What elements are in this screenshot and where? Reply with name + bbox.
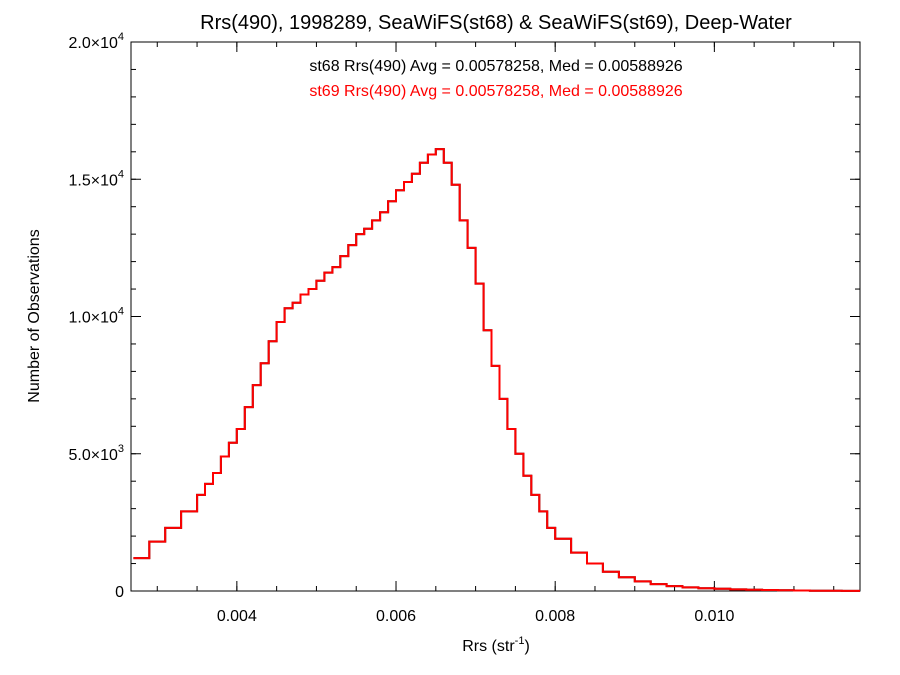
y-tick-label: 0 <box>115 584 124 601</box>
x-tick-label: 0.006 <box>376 608 416 625</box>
x-axis-label: Rrs (str-1) <box>462 635 530 655</box>
annotation-st68: st68 Rrs(490) Avg = 0.00578258, Med = 0.… <box>309 58 682 75</box>
axis-ticks: 0.004 0.006 0.008 0.010 0 5.0×103 1.0×104 1.5×1… <box>68 31 860 625</box>
y-tick-label: 5.0×103 <box>68 443 124 464</box>
y-tick-label: 2.0×104 <box>68 31 124 52</box>
series-st68-line <box>133 148 860 592</box>
x-tick-label: 0.008 <box>535 608 575 625</box>
y-tick-label: 1.5×104 <box>68 168 124 189</box>
plot-frame <box>130 41 861 592</box>
chart-title: Rrs(490), 1998289, SeaWiFS(st68) & SeaWi… <box>200 12 792 34</box>
y-axis-label: Number of Observations <box>26 229 43 402</box>
y-tick-label: 1.0×104 <box>68 306 124 327</box>
series-st69-line <box>133 148 860 592</box>
x-tick-label: 0.004 <box>217 608 257 625</box>
x-axis-label-base: Rrs (str <box>462 638 515 655</box>
x-axis-label-sup: -1 <box>515 635 525 647</box>
annotation-st69: st69 Rrs(490) Avg = 0.00578258, Med = 0.… <box>309 83 682 100</box>
x-axis-label-tail: ) <box>524 638 529 655</box>
series-layer <box>133 148 860 592</box>
x-tick-label: 0.010 <box>694 608 734 625</box>
